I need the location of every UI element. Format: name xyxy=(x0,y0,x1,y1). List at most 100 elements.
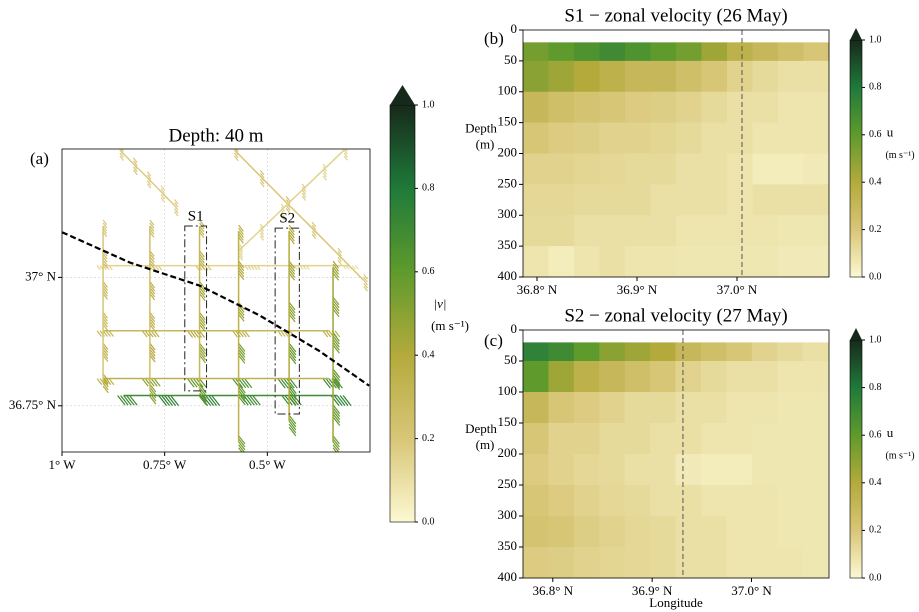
velocity-arrow xyxy=(232,330,238,338)
heatmap-cell xyxy=(523,423,549,455)
velocity-arrow xyxy=(238,260,245,269)
velocity-arrow xyxy=(199,262,205,270)
velocity-arrow xyxy=(280,330,286,337)
heatmap-cell xyxy=(676,91,702,123)
velocity-arrow xyxy=(160,188,165,194)
velocity-arrow xyxy=(123,395,132,406)
velocity-arrow xyxy=(288,390,297,400)
velocity-arrow xyxy=(332,404,341,414)
heatmap-cell xyxy=(727,122,753,154)
y-tick-label: 300 xyxy=(498,206,518,221)
velocity-arrow xyxy=(238,444,246,452)
velocity-arrow xyxy=(105,330,111,337)
heatmap-cell xyxy=(675,485,702,517)
velocity-arrow xyxy=(149,222,155,229)
velocity-arrow xyxy=(332,296,340,306)
heatmap-cell xyxy=(574,153,600,185)
heatmap-cell xyxy=(523,454,549,486)
velocity-arrow xyxy=(337,247,342,254)
velocity-arrow xyxy=(199,354,206,364)
chart-title: S2 − zonal velocity (27 May) xyxy=(564,305,787,326)
x-tick-label: 37.0° N xyxy=(717,282,758,297)
velocity-arrow xyxy=(149,387,157,396)
y-tick-label: 400 xyxy=(498,569,518,584)
heatmap-cell xyxy=(599,516,626,548)
velocity-arrow xyxy=(332,269,340,278)
velocity-arrow xyxy=(160,185,165,191)
velocity-arrow xyxy=(199,290,206,299)
ship-track xyxy=(238,149,345,251)
heatmap-cell xyxy=(523,122,549,154)
velocity-arrow xyxy=(238,313,245,322)
heatmap-cell xyxy=(675,516,702,548)
velocity-arrow xyxy=(259,235,265,241)
velocity-arrow xyxy=(174,208,179,214)
x-tick-label: 36.9° N xyxy=(632,583,673,598)
heatmap-cell xyxy=(752,42,779,62)
heatmap-cell xyxy=(573,547,600,579)
heatmap-cell xyxy=(599,392,626,424)
velocity-arrow xyxy=(259,178,265,185)
velocity-arrow xyxy=(132,166,138,172)
velocity-arrow xyxy=(149,324,156,332)
heatmap-cell xyxy=(548,122,575,154)
velocity-arrow xyxy=(332,335,340,345)
heatmap-cell xyxy=(574,184,600,216)
velocity-arrow xyxy=(288,348,297,359)
velocity-arrow xyxy=(288,396,297,406)
heatmap-cell xyxy=(751,454,778,486)
velocity-arrow xyxy=(211,395,221,407)
heatmap-cell xyxy=(599,361,626,393)
heatmap-cell xyxy=(675,454,702,486)
velocity-arrow xyxy=(204,265,209,271)
velocity-arrow xyxy=(238,441,246,451)
velocity-arrow xyxy=(238,354,246,364)
heatmap-cell xyxy=(599,423,626,455)
heatmap-cell xyxy=(523,153,549,185)
velocity-arrow xyxy=(238,396,246,406)
colorbar-tick-label: 0.6 xyxy=(869,129,882,140)
heatmap-cell xyxy=(574,42,600,62)
velocity-arrow xyxy=(174,202,179,208)
velocity-arrow xyxy=(246,395,255,406)
heatmap-cell xyxy=(777,547,804,579)
panel-label: (b) xyxy=(484,29,504,48)
velocity-arrow xyxy=(332,435,340,445)
x-tick-label: 36.9° N xyxy=(617,282,658,297)
heatmap-cell xyxy=(650,342,676,362)
velocity-arrow xyxy=(288,387,297,397)
velocity-arrow xyxy=(244,378,253,389)
heatmap-cell xyxy=(727,42,753,62)
heatmap-cell xyxy=(778,42,804,62)
velocity-arrow xyxy=(332,260,340,269)
colorbar-tick-label: 0.0 xyxy=(869,271,882,282)
section-label: S2 xyxy=(279,211,295,227)
velocity-arrow xyxy=(322,378,331,389)
velocity-arrow xyxy=(288,307,296,317)
heatmap-cell xyxy=(778,153,804,185)
heatmap-cell xyxy=(752,153,779,185)
velocity-arrow xyxy=(146,180,152,186)
velocity-arrow xyxy=(238,249,244,255)
x-tick-label: 1° W xyxy=(49,457,77,472)
velocity-arrow xyxy=(198,378,207,388)
heatmap-cell xyxy=(548,485,575,517)
velocity-arrow xyxy=(150,330,157,338)
heatmap-cell xyxy=(701,153,728,185)
velocity-arrow xyxy=(167,395,177,407)
velocity-arrow xyxy=(337,256,342,263)
heatmap-cell xyxy=(548,423,575,455)
velocity-arrow xyxy=(238,269,245,278)
heatmap-cell xyxy=(574,246,600,278)
colorbar-tick-label: 0.4 xyxy=(422,349,435,360)
x-axis-label: Longitude xyxy=(649,595,703,610)
velocity-arrow xyxy=(343,155,348,161)
velocity-arrow xyxy=(238,263,245,272)
velocity-arrow xyxy=(339,395,349,407)
velocity-arrow xyxy=(288,233,295,242)
heatmap-cell xyxy=(777,454,804,486)
velocity-arrow xyxy=(199,250,205,258)
heatmap-cell xyxy=(573,454,600,486)
y-tick-label: 150 xyxy=(498,114,518,129)
